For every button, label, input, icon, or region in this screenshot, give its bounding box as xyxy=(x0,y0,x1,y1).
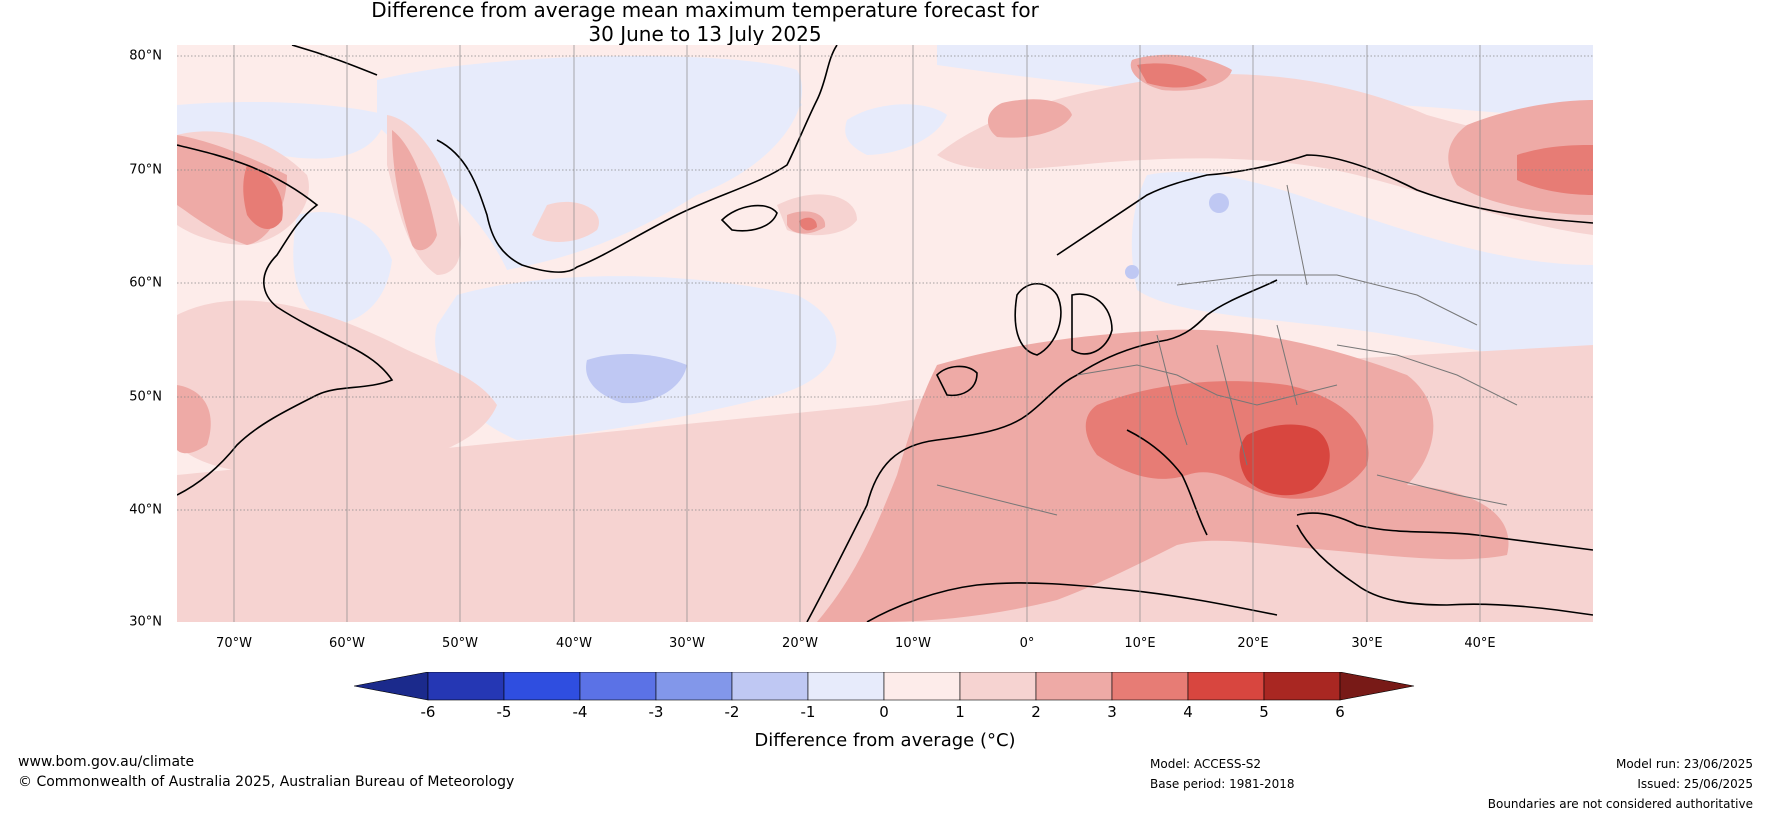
lat-label-40n: 40°N xyxy=(129,502,162,518)
colorbar-tick-label: -2 xyxy=(724,703,740,721)
colorbar-label: Difference from average (°C) xyxy=(754,730,1016,751)
colorbar-segment xyxy=(427,672,505,701)
lon-label-10w: 10°W xyxy=(895,636,931,651)
colorbar-segment xyxy=(807,672,885,701)
lon-label-20w: 20°W xyxy=(782,636,818,651)
footer-model-run: Model run: 23/06/2025 xyxy=(1615,757,1753,771)
lon-label-40w: 40°W xyxy=(556,636,592,651)
colorbar-tick-label: 3 xyxy=(1107,703,1117,721)
cool-anomaly-norway xyxy=(1125,265,1139,279)
footer-disclaimer: Boundaries are not considered authoritat… xyxy=(1487,797,1753,811)
cool-anomaly-scandinavia xyxy=(1209,193,1229,213)
lat-label-80n: 80°N xyxy=(129,48,162,64)
footer-model: Model: ACCESS-S2 xyxy=(1150,757,1262,771)
colorbar-segment xyxy=(579,672,657,701)
cool-anomaly-strong xyxy=(586,353,687,404)
colorbar-segment xyxy=(1111,672,1189,701)
footer-copyright: © Commonwealth of Australia 2025, Austra… xyxy=(18,774,515,790)
colorbar-tick-label: 4 xyxy=(1183,703,1193,721)
lat-label-70n: 70°N xyxy=(129,162,162,178)
forecast-map xyxy=(177,45,1593,622)
lon-label-70w: 70°W xyxy=(216,636,252,651)
lon-label-10e: 10°E xyxy=(1124,636,1156,651)
colorbar-segment xyxy=(731,672,809,701)
title-line-2: 30 June to 13 July 2025 xyxy=(588,22,822,46)
footer-url[interactable]: www.bom.gov.au/climate xyxy=(18,754,195,770)
colorbar-tick-label: 2 xyxy=(1031,703,1041,721)
colorbar-tick-label: -6 xyxy=(420,703,436,721)
footer-issued: Issued: 25/06/2025 xyxy=(1637,777,1753,791)
lat-label-30n: 30°N xyxy=(129,614,162,630)
warm-anomaly-4-5 xyxy=(1239,424,1330,496)
colorbar-arrow-low xyxy=(354,672,429,701)
lon-label-60w: 60°W xyxy=(329,636,365,651)
longitude-gridlines xyxy=(233,45,1481,622)
colorbar-segment xyxy=(959,672,1037,701)
colorbar-segment xyxy=(1035,672,1113,701)
colorbar-segments xyxy=(354,672,1415,701)
colorbar-tick-label: 1 xyxy=(955,703,965,721)
lat-label-60n: 60°N xyxy=(129,275,162,291)
colorbar-segment xyxy=(1187,672,1265,701)
colorbar-arrow-high xyxy=(1339,672,1415,701)
lon-label-30e: 30°E xyxy=(1351,636,1383,651)
colorbar-tick-label: -1 xyxy=(800,703,816,721)
lon-label-30w: 30°W xyxy=(669,636,705,651)
colorbar-tick-label: 0 xyxy=(879,703,889,721)
colorbar xyxy=(354,672,1415,701)
colorbar-tick-label: -5 xyxy=(496,703,512,721)
lon-label-40e: 40°E xyxy=(1464,636,1496,651)
lon-label-50w: 50°W xyxy=(442,636,478,651)
footer-base-period: Base period: 1981-2018 xyxy=(1150,777,1295,791)
coastlines xyxy=(177,45,1593,622)
lat-label-50n: 50°N xyxy=(129,389,162,405)
lon-label-20e: 20°E xyxy=(1237,636,1269,651)
colorbar-tick-label: -4 xyxy=(572,703,588,721)
colorbar-tick-label: 6 xyxy=(1335,703,1345,721)
colorbar-tick-label: 5 xyxy=(1259,703,1269,721)
map-title: Difference from average mean maximum tem… xyxy=(0,0,1410,46)
lon-label-0: 0° xyxy=(1019,636,1035,651)
latitude-gridlines xyxy=(177,55,1593,511)
colorbar-segment xyxy=(503,672,581,701)
forecast-map-svg xyxy=(177,45,1593,622)
colorbar-tick-label: -3 xyxy=(648,703,664,721)
colorbar-segment xyxy=(655,672,733,701)
title-line-1: Difference from average mean maximum tem… xyxy=(371,0,1039,22)
colorbar-segment xyxy=(1263,672,1341,701)
colorbar-segment xyxy=(883,672,961,701)
